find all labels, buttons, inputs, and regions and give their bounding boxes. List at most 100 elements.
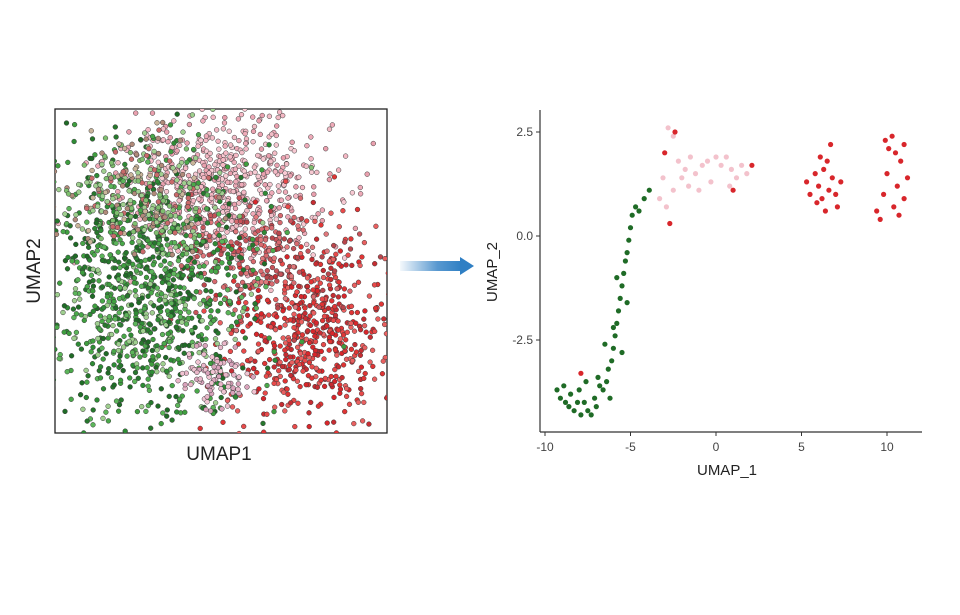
left-scatter-point bbox=[140, 348, 146, 354]
left-scatter-point bbox=[111, 362, 117, 368]
left-scatter-point bbox=[226, 298, 233, 304]
left-scatter-point bbox=[127, 375, 133, 381]
left-scatter-point bbox=[211, 364, 217, 370]
right-umap-panel: -10 -5 0 5 10 2.5 0.0 -2.5 UMAP_1 UMAP_2 bbox=[484, 110, 922, 479]
left-scatter-point bbox=[22, 312, 27, 317]
left-scatter-point bbox=[181, 295, 187, 302]
left-scatter-point bbox=[118, 468, 123, 473]
left-scatter-point bbox=[164, 236, 170, 242]
left-scatter-point bbox=[252, 199, 259, 205]
left-scatter-point bbox=[125, 96, 130, 101]
left-scatter-point bbox=[323, 98, 328, 103]
left-scatter-point bbox=[73, 241, 79, 248]
left-scatter-point bbox=[370, 363, 376, 370]
left-scatter-point bbox=[353, 320, 359, 326]
left-scatter-point bbox=[233, 319, 240, 325]
right-scatter-points bbox=[554, 125, 911, 418]
left-scatter-point bbox=[272, 169, 279, 175]
left-scatter-point bbox=[318, 348, 324, 355]
left-scatter-point bbox=[381, 321, 387, 328]
left-scatter-point bbox=[158, 291, 165, 297]
left-scatter-point bbox=[344, 329, 350, 335]
right-scatter-point bbox=[561, 383, 567, 389]
left-scatter-point bbox=[210, 369, 216, 375]
left-scatter-point bbox=[260, 220, 266, 226]
left-scatter-point bbox=[114, 224, 121, 231]
left-scatter-point bbox=[185, 224, 191, 230]
right-scatter-point bbox=[687, 154, 694, 160]
left-scatter-point bbox=[321, 356, 327, 362]
left-scatter-point bbox=[209, 354, 215, 360]
left-scatter-point bbox=[16, 338, 21, 343]
left-scatter-point bbox=[250, 226, 256, 232]
left-scatter-point bbox=[113, 134, 119, 140]
left-scatter-point bbox=[135, 170, 141, 176]
left-scatter-point bbox=[144, 266, 150, 272]
left-scatter-point bbox=[225, 310, 231, 316]
left-scatter-point bbox=[145, 383, 151, 389]
left-scatter-point bbox=[335, 318, 341, 324]
left-scatter-point bbox=[163, 368, 170, 374]
right-scatter-point bbox=[713, 154, 719, 160]
left-scatter-point bbox=[361, 316, 367, 322]
left-scatter-point bbox=[298, 216, 305, 222]
left-scatter-point bbox=[310, 294, 317, 300]
left-scatter-point bbox=[90, 277, 96, 284]
left-scatter-point bbox=[155, 305, 162, 311]
left-scatter-point bbox=[158, 262, 164, 268]
left-scatter-point bbox=[151, 190, 157, 197]
left-scatter-point bbox=[264, 297, 271, 303]
left-scatter-point bbox=[272, 150, 278, 156]
left-scatter-point bbox=[128, 172, 134, 178]
left-scatter-point bbox=[214, 247, 221, 253]
left-scatter-point bbox=[332, 347, 339, 353]
left-scatter-point bbox=[167, 122, 174, 128]
left-scatter-point bbox=[195, 132, 202, 138]
left-scatter-point bbox=[226, 212, 232, 219]
left-scatter-point bbox=[48, 277, 53, 282]
left-scatter-point bbox=[104, 294, 111, 300]
left-scatter-point bbox=[213, 174, 219, 181]
left-scatter-point bbox=[185, 315, 192, 321]
left-scatter-point bbox=[27, 315, 32, 320]
left-scatter-point bbox=[259, 112, 265, 119]
left-scatter-point bbox=[102, 92, 107, 97]
left-scatter-point bbox=[156, 297, 163, 303]
left-scatter-point bbox=[111, 348, 117, 354]
right-scatter-point bbox=[636, 208, 642, 214]
left-scatter-point bbox=[103, 409, 109, 415]
left-scatter-point bbox=[329, 122, 336, 128]
left-scatter-point bbox=[55, 204, 57, 210]
left-scatter-point bbox=[92, 152, 98, 158]
left-scatter-point bbox=[107, 252, 113, 258]
left-scatter-point bbox=[305, 328, 311, 334]
left-scatter-point bbox=[250, 267, 256, 273]
left-scatter-point bbox=[340, 208, 346, 214]
left-scatter-point bbox=[120, 226, 126, 232]
left-scatter-point bbox=[198, 91, 203, 96]
left-scatter-point bbox=[55, 158, 57, 164]
left-scatter-point bbox=[127, 469, 132, 474]
left-scatter-point bbox=[205, 519, 210, 524]
left-scatter-point bbox=[133, 268, 140, 274]
left-scatter-point bbox=[353, 349, 360, 355]
left-scatter-point bbox=[303, 382, 309, 388]
left-scatter-point bbox=[214, 358, 220, 365]
left-scatter-point bbox=[185, 172, 192, 179]
left-scatter-point bbox=[170, 165, 176, 171]
left-scatter-point bbox=[18, 302, 23, 307]
left-scatter-point bbox=[99, 345, 105, 351]
left-scatter-point bbox=[351, 420, 357, 427]
left-scatter-point bbox=[89, 136, 96, 142]
left-scatter-point bbox=[359, 418, 366, 424]
left-scatter-point bbox=[84, 179, 90, 186]
left-scatter-point bbox=[89, 293, 96, 299]
left-scatter-point bbox=[62, 211, 68, 217]
left-scatter-point bbox=[332, 312, 339, 319]
right-scatter-point bbox=[662, 150, 668, 156]
left-scatter-point bbox=[55, 335, 56, 340]
left-scatter-point bbox=[294, 378, 301, 384]
left-scatter-point bbox=[236, 261, 242, 267]
left-scatter-point bbox=[331, 394, 337, 401]
left-scatter-point bbox=[288, 372, 294, 379]
